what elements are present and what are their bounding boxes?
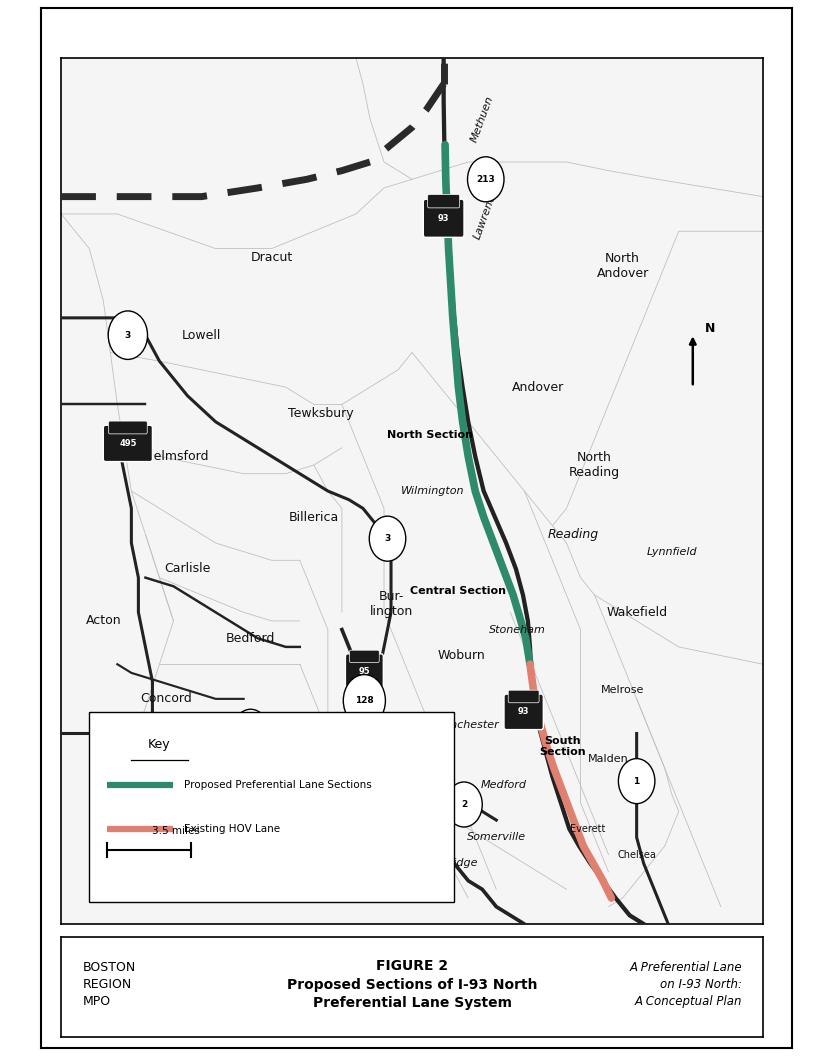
Text: Billerica: Billerica	[289, 510, 339, 524]
Text: 3: 3	[125, 331, 131, 340]
Text: Methuen: Methuen	[469, 94, 495, 144]
Text: Bur-
lington: Bur- lington	[370, 589, 413, 618]
Text: 2: 2	[247, 728, 254, 736]
Text: 213: 213	[477, 175, 495, 184]
Text: A Preferential Lane
on I-93 North:
A Conceptual Plan: A Preferential Lane on I-93 North: A Con…	[629, 961, 742, 1008]
Text: North
Reading: North Reading	[569, 451, 620, 479]
Text: 93: 93	[518, 708, 530, 716]
Text: Existing HOV Lane: Existing HOV Lane	[184, 824, 280, 834]
Text: BOSTON
REGION
MPO: BOSTON REGION MPO	[82, 961, 135, 1008]
Text: Chelmsford: Chelmsford	[138, 450, 209, 463]
Text: 1: 1	[633, 776, 640, 786]
Text: Reading: Reading	[548, 528, 599, 541]
Text: Belmont: Belmont	[361, 815, 407, 825]
Text: Dracut: Dracut	[251, 250, 293, 264]
Text: North
Andover: North Andover	[596, 252, 649, 280]
FancyBboxPatch shape	[508, 691, 539, 702]
Text: Lowell: Lowell	[182, 328, 221, 342]
Text: Andover: Andover	[512, 380, 565, 394]
Text: Chelsea: Chelsea	[617, 850, 656, 860]
Text: FIGURE 2
Proposed Sections of I-93 North
Preferential Lane System: FIGURE 2 Proposed Sections of I-93 North…	[287, 960, 537, 1011]
Text: Central Section: Central Section	[410, 586, 506, 596]
Text: Carlisle: Carlisle	[164, 563, 211, 576]
Text: Tewksbury: Tewksbury	[288, 407, 353, 419]
Text: North Section: North Section	[387, 430, 472, 439]
Text: N: N	[705, 322, 716, 335]
FancyBboxPatch shape	[345, 654, 384, 689]
FancyBboxPatch shape	[89, 712, 455, 902]
Circle shape	[446, 782, 482, 827]
Text: Acton: Acton	[86, 615, 121, 627]
Text: Lynnfield: Lynnfield	[646, 547, 697, 557]
Text: 95: 95	[358, 666, 370, 676]
Text: Melrose: Melrose	[601, 685, 645, 695]
Text: Lawrence: Lawrence	[472, 187, 499, 241]
Text: 128: 128	[355, 696, 374, 705]
Circle shape	[233, 710, 269, 754]
FancyBboxPatch shape	[349, 650, 379, 662]
Circle shape	[370, 516, 406, 561]
Text: Malden: Malden	[588, 754, 629, 765]
Circle shape	[344, 675, 385, 727]
Text: 495: 495	[119, 439, 136, 448]
FancyBboxPatch shape	[104, 426, 153, 461]
Text: Concord: Concord	[140, 693, 193, 705]
Circle shape	[619, 758, 655, 804]
Text: Somerville: Somerville	[467, 832, 526, 843]
Text: Wilmington: Wilmington	[401, 486, 465, 496]
FancyBboxPatch shape	[428, 194, 459, 208]
Text: Bedford: Bedford	[226, 631, 275, 645]
Text: Key: Key	[149, 738, 171, 751]
Text: Cambridge: Cambridge	[416, 859, 478, 868]
Text: Lexington: Lexington	[311, 727, 373, 740]
Text: Winchester: Winchester	[437, 720, 499, 730]
Circle shape	[109, 310, 148, 359]
Text: Proposed Preferential Lane Sections: Proposed Preferential Lane Sections	[184, 780, 372, 791]
Text: Watertown: Watertown	[347, 884, 407, 894]
Text: 93: 93	[438, 213, 450, 223]
Text: Stoneham: Stoneham	[489, 624, 546, 635]
Text: Woburn: Woburn	[437, 649, 485, 662]
Text: Lincoln: Lincoln	[172, 761, 217, 775]
Text: Medford: Medford	[481, 780, 526, 791]
FancyBboxPatch shape	[424, 200, 464, 238]
Text: Wakefield: Wakefield	[606, 606, 667, 619]
Text: Arlington: Arlington	[401, 780, 451, 791]
FancyBboxPatch shape	[504, 694, 543, 730]
Text: South
Section: South Section	[539, 736, 586, 757]
Text: 2: 2	[461, 800, 467, 809]
Circle shape	[468, 156, 504, 202]
Text: 3.5 miles: 3.5 miles	[153, 827, 200, 836]
FancyBboxPatch shape	[109, 421, 147, 434]
Text: 3: 3	[384, 534, 391, 543]
Text: Everett: Everett	[570, 824, 605, 834]
